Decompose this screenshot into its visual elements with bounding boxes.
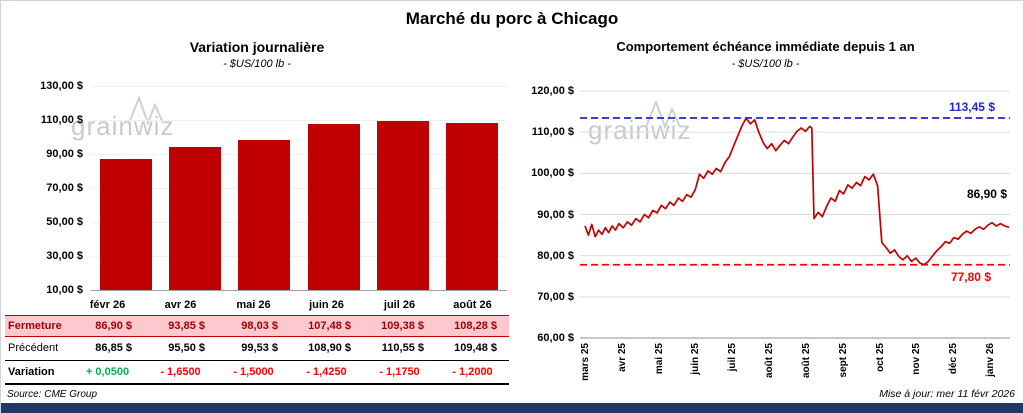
x-tick-label: mars 25 xyxy=(580,343,591,381)
y-tick-label: 100,00 $ xyxy=(531,167,574,180)
price-line xyxy=(584,117,1010,266)
value-cell: 93,85 $ xyxy=(144,315,217,337)
y-tick-label: 60,00 $ xyxy=(537,332,574,344)
gridline xyxy=(91,188,507,189)
value-cell: - 1,6500 xyxy=(144,361,217,385)
y-tick-label: 90,00 $ xyxy=(46,148,83,160)
month-label: févr 26 xyxy=(89,299,126,311)
y-tick-label: 10,00 $ xyxy=(46,284,83,296)
value-cell: 107,48 $ xyxy=(290,315,363,337)
daily-variation-panel: Variation journalière - $US/100 lb - gra… xyxy=(5,37,509,399)
value-cell: - 1,5000 xyxy=(217,361,290,385)
x-tick-label: août 25 xyxy=(764,343,776,379)
y-tick-label: 30,00 $ xyxy=(46,250,83,262)
gridline xyxy=(91,154,507,155)
x-tick-label: juil 25 xyxy=(727,343,739,372)
gridline xyxy=(91,86,507,87)
value-cell: 109,38 $ xyxy=(363,315,436,337)
grainwiz-watermark: grainwiz xyxy=(588,100,692,146)
grainwiz-peak-icon xyxy=(646,100,681,130)
gridline xyxy=(91,256,507,257)
bar xyxy=(99,159,152,290)
gridline xyxy=(91,120,507,121)
annotation-label: 113,45 $ xyxy=(948,99,995,114)
bar xyxy=(238,140,291,290)
annotation-label: 86,90 $ xyxy=(966,187,1007,202)
one-year-trend-panel: Comportement échéance immédiate depuis 1… xyxy=(510,37,1021,399)
watermark-text: grainwiz xyxy=(71,111,175,141)
page-title: Marché du porc à Chicago xyxy=(405,9,619,28)
x-tick-label: juin 25 xyxy=(690,343,702,375)
table-corner-cell xyxy=(5,295,71,315)
price-table: févr 26 avr 26 mai 26 juin 26 juil 26 août 26… xyxy=(5,295,509,385)
value-cell: + 0,0500 xyxy=(71,361,144,385)
y-tick-label: 110,00 $ xyxy=(531,126,574,139)
bar xyxy=(307,124,360,290)
month-label: avr 26 xyxy=(164,299,197,311)
x-tick-label: sept 25 xyxy=(837,343,849,378)
value-cell: 109,48 $ xyxy=(436,337,509,361)
y-tick-label: 70,00 $ xyxy=(46,182,83,194)
grainwiz-watermark: grainwiz xyxy=(71,96,175,142)
value-cell: - 1,2000 xyxy=(436,361,509,385)
value-cell: - 1,4250 xyxy=(290,361,363,385)
x-tick-label: avr 25 xyxy=(616,343,628,372)
grainwiz-peak-icon xyxy=(129,96,164,126)
row-label: Précédent xyxy=(5,337,71,361)
line-chart-title: Comportement échéance immédiate depuis 1… xyxy=(616,39,915,54)
bar xyxy=(169,147,221,290)
month-label: juil 26 xyxy=(383,299,416,311)
value-cell: 98,03 $ xyxy=(217,315,290,337)
updated-note: Mise à jour: mer 11 févr 2026 xyxy=(879,388,1015,400)
source-note: Source: CME Group xyxy=(7,389,98,400)
y-tick-label: 70,00 $ xyxy=(537,290,574,303)
value-cell: 108,28 $ xyxy=(436,315,509,337)
value-cell: 99,53 $ xyxy=(217,337,290,361)
y-tick-label: 110,00 $ xyxy=(40,114,83,126)
row-label: Fermeture xyxy=(5,315,71,337)
y-tick-label: 80,00 $ xyxy=(537,249,574,262)
value-cell: 110,55 $ xyxy=(363,337,436,361)
watermark-text: grainwiz xyxy=(588,115,692,145)
gridline xyxy=(91,222,507,223)
value-cell: 86,90 $ xyxy=(71,315,144,337)
bar-chart-title: Variation journalière xyxy=(189,39,325,55)
bar xyxy=(377,121,429,290)
x-tick-label: août 25 xyxy=(800,343,812,379)
bar-plot-area xyxy=(91,86,507,291)
line-chart-svg xyxy=(580,90,1010,339)
value-cell: 86,85 $ xyxy=(71,337,144,361)
bar xyxy=(446,122,499,290)
y-tick-label: 90,00 $ xyxy=(537,208,574,221)
value-cell: 108,90 $ xyxy=(290,337,363,361)
x-tick-label: mai 25 xyxy=(653,343,665,375)
annotation-label: 77,80 $ xyxy=(950,269,991,284)
month-label: août 26 xyxy=(453,299,492,311)
bottom-accent-strip xyxy=(1,403,1023,413)
y-tick-label: 130,00 $ xyxy=(40,80,83,92)
y-tick-label: 50,00 $ xyxy=(46,216,83,228)
bar-chart-subtitle: - $US/100 lb - xyxy=(223,58,291,70)
month-label: juin 26 xyxy=(309,299,344,311)
y-tick-label: 120,00 $ xyxy=(531,85,574,97)
month-label: mai 26 xyxy=(236,299,271,311)
value-cell: - 1,1750 xyxy=(363,361,436,385)
row-label: Variation xyxy=(5,361,71,385)
line-chart-subtitle: - $US/100 lb - xyxy=(731,58,800,70)
value-cell: 95,50 $ xyxy=(144,337,217,361)
